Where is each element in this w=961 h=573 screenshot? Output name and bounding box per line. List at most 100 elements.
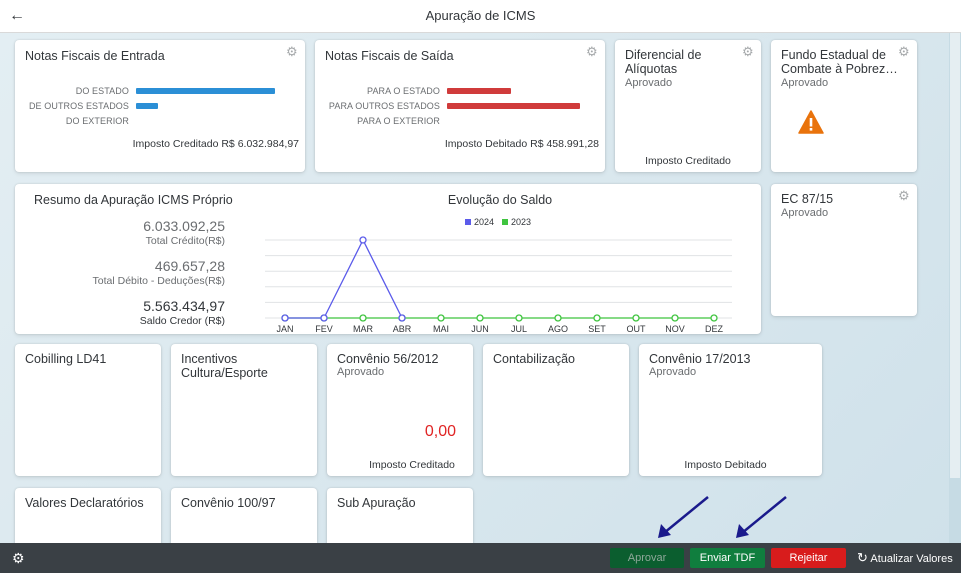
- data-point-2023: [671, 314, 679, 322]
- gear-icon[interactable]: ⚙: [12, 550, 25, 566]
- tile-diferencial-aliquotas[interactable]: Diferencial de Alíquotas ⚙ Aprovado Impo…: [615, 40, 761, 172]
- data-point-2023: [632, 314, 640, 322]
- enviar-tdf-button[interactable]: Enviar TDF: [690, 548, 765, 568]
- status-text: Aprovado: [781, 207, 829, 219]
- resumo-item-label: Saldo Credor (R$): [139, 315, 225, 327]
- x-tick-label: NOV: [665, 324, 685, 334]
- legend-swatch: [465, 219, 471, 225]
- back-arrow-icon[interactable]: ←: [9, 7, 25, 24]
- bar-label: DE OUTROS ESTADOS: [28, 101, 129, 111]
- x-tick-label: MAI: [433, 324, 449, 334]
- data-point-2023: [710, 314, 718, 322]
- x-tick-label: JAN: [276, 324, 293, 334]
- gear-icon[interactable]: ⚙: [286, 44, 298, 59]
- scrollbar-thumb[interactable]: [950, 33, 960, 478]
- resumo-title: Resumo da Apuração ICMS Próprio: [34, 193, 233, 207]
- tile-title-line1: Diferencial de: [625, 48, 702, 62]
- tile-notas-saida[interactable]: Notas Fiscais de Saída ⚙ PARA O ESTADO P…: [315, 40, 605, 172]
- app-header: ← Apuração de ICMS: [0, 0, 961, 33]
- tile-title: Valores Declaratórios: [25, 496, 144, 510]
- tile-title-line2: Combate à Pobrez…: [781, 62, 898, 76]
- atualizar-valores-label: Atualizar Valores: [870, 553, 953, 565]
- status-text: Aprovado: [625, 77, 673, 89]
- tile-title: Convênio 56/2012: [337, 352, 439, 366]
- refresh-icon: ↻: [857, 550, 868, 565]
- x-tick-label: FEV: [315, 324, 333, 334]
- x-tick-label: JUN: [471, 324, 489, 334]
- warning-icon: [798, 110, 824, 134]
- entrada-bar: [136, 88, 275, 94]
- tile-convenio-56-2012[interactable]: Convênio 56/2012 Aprovado 0,00 Imposto C…: [327, 344, 473, 476]
- chart-title: Evolução do Saldo: [447, 193, 553, 207]
- tile-convenio-100-97[interactable]: Convênio 100/97: [171, 488, 317, 543]
- tile-sub-apuracao[interactable]: Sub Apuração: [327, 488, 473, 543]
- resumo-item-label: Total Crédito(R$): [145, 235, 225, 247]
- data-point-2024: [281, 314, 289, 322]
- kpi-value: 0,00: [424, 423, 456, 440]
- tile-fundo-estadual[interactable]: Fundo Estadual de Combate à Pobrez… ⚙ Ap…: [771, 40, 917, 172]
- resumo-item-value: 469.657,28: [154, 258, 225, 274]
- x-tick-label: JUL: [511, 324, 527, 334]
- tile-title: EC 87/15: [781, 192, 834, 206]
- resumo-item-label: Total Débito - Deduções(R$): [92, 275, 225, 287]
- x-tick-label: SET: [588, 324, 606, 334]
- gear-icon[interactable]: ⚙: [586, 44, 598, 59]
- footer-toolbar: ⚙ Aprovar Enviar TDF Rejeitar ↻ Atualiza…: [0, 543, 961, 573]
- saida-bar: [447, 103, 580, 109]
- tile-title: Convênio 17/2013: [649, 352, 751, 366]
- data-point-2023: [515, 314, 523, 322]
- data-point-2024: [359, 236, 367, 244]
- gear-icon[interactable]: ⚙: [898, 44, 910, 59]
- rejeitar-button[interactable]: Rejeitar: [771, 548, 846, 568]
- x-tick-label: MAR: [353, 324, 374, 334]
- status-text: Aprovado: [337, 366, 385, 378]
- tile-title: Notas Fiscais de Entrada: [25, 49, 165, 63]
- saida-bar: [447, 88, 511, 94]
- evolucao-saldo-chart: 2024 2023 JAN FEV MAR ABR MAI JUN JUL AGO SET OUT NO…: [265, 217, 732, 334]
- tile-valores-declaratorios[interactable]: Valores Declaratórios: [15, 488, 161, 543]
- resumo-item-value: 6.033.092,25: [143, 218, 225, 234]
- tile-notas-entrada[interactable]: Notas Fiscais de Entrada ⚙ DO ESTADO DE …: [15, 40, 305, 172]
- bar-label: PARA O EXTERIOR: [357, 116, 440, 126]
- tile-title: Notas Fiscais de Saída: [325, 49, 454, 63]
- tile-footer: Imposto Creditado R$ 6.032.984,97: [132, 138, 299, 150]
- legend-label: 2023: [511, 217, 531, 227]
- data-point-2023: [554, 314, 562, 322]
- bar-label: DO ESTADO: [75, 86, 129, 96]
- x-tick-label: DEZ: [705, 324, 724, 334]
- atualizar-valores-button[interactable]: ↻ Atualizar Valores: [857, 548, 953, 568]
- series-line-2024: [285, 238, 403, 319]
- tile-title: Cobilling LD41: [25, 352, 107, 366]
- tile-title: Convênio 100/97: [181, 496, 276, 510]
- annotation-arrow-icon: [736, 496, 787, 538]
- tile-contabilizacao[interactable]: Contabilização: [483, 344, 629, 476]
- data-point-2024: [398, 314, 406, 322]
- bar-label: DO EXTERIOR: [65, 116, 129, 126]
- vertical-scrollbar[interactable]: [949, 33, 961, 543]
- x-tick-label: ABR: [393, 324, 412, 334]
- data-point-2023: [437, 314, 445, 322]
- main-content: Notas Fiscais de Entrada ⚙ DO ESTADO DE …: [0, 33, 961, 543]
- legend-label: 2024: [474, 217, 494, 227]
- resumo-item-value: 5.563.434,97: [143, 298, 225, 314]
- tile-resumo-apuracao[interactable]: Resumo da Apuração ICMS Próprio 6.033.09…: [15, 184, 761, 334]
- legend-swatch: [502, 219, 508, 225]
- tile-footer: Imposto Debitado R$ 458.991,28: [444, 138, 599, 150]
- tile-title-line2: Cultura/Esporte: [181, 366, 268, 380]
- tile-convenio-17-2013[interactable]: Convênio 17/2013 Aprovado Imposto Debita…: [639, 344, 822, 476]
- tile-cobilling[interactable]: Cobilling LD41: [15, 344, 161, 476]
- tile-footer: Imposto Creditado: [645, 155, 731, 167]
- gear-icon[interactable]: ⚙: [898, 188, 910, 203]
- entrada-bar: [136, 103, 158, 109]
- x-tick-label: AGO: [548, 324, 568, 334]
- tile-title: Sub Apuração: [337, 496, 416, 510]
- tile-title-line1: Incentivos: [181, 352, 238, 366]
- tile-incentivos[interactable]: Incentivos Cultura/Esporte: [171, 344, 317, 476]
- data-point-2024: [320, 314, 328, 322]
- aprovar-button[interactable]: Aprovar: [610, 548, 684, 568]
- x-tick-label: OUT: [627, 324, 647, 334]
- tile-ec-87-15[interactable]: EC 87/15 ⚙ Aprovado: [771, 184, 917, 316]
- data-point-2023: [359, 314, 367, 322]
- tile-footer: Imposto Creditado: [369, 459, 455, 471]
- gear-icon[interactable]: ⚙: [742, 44, 754, 59]
